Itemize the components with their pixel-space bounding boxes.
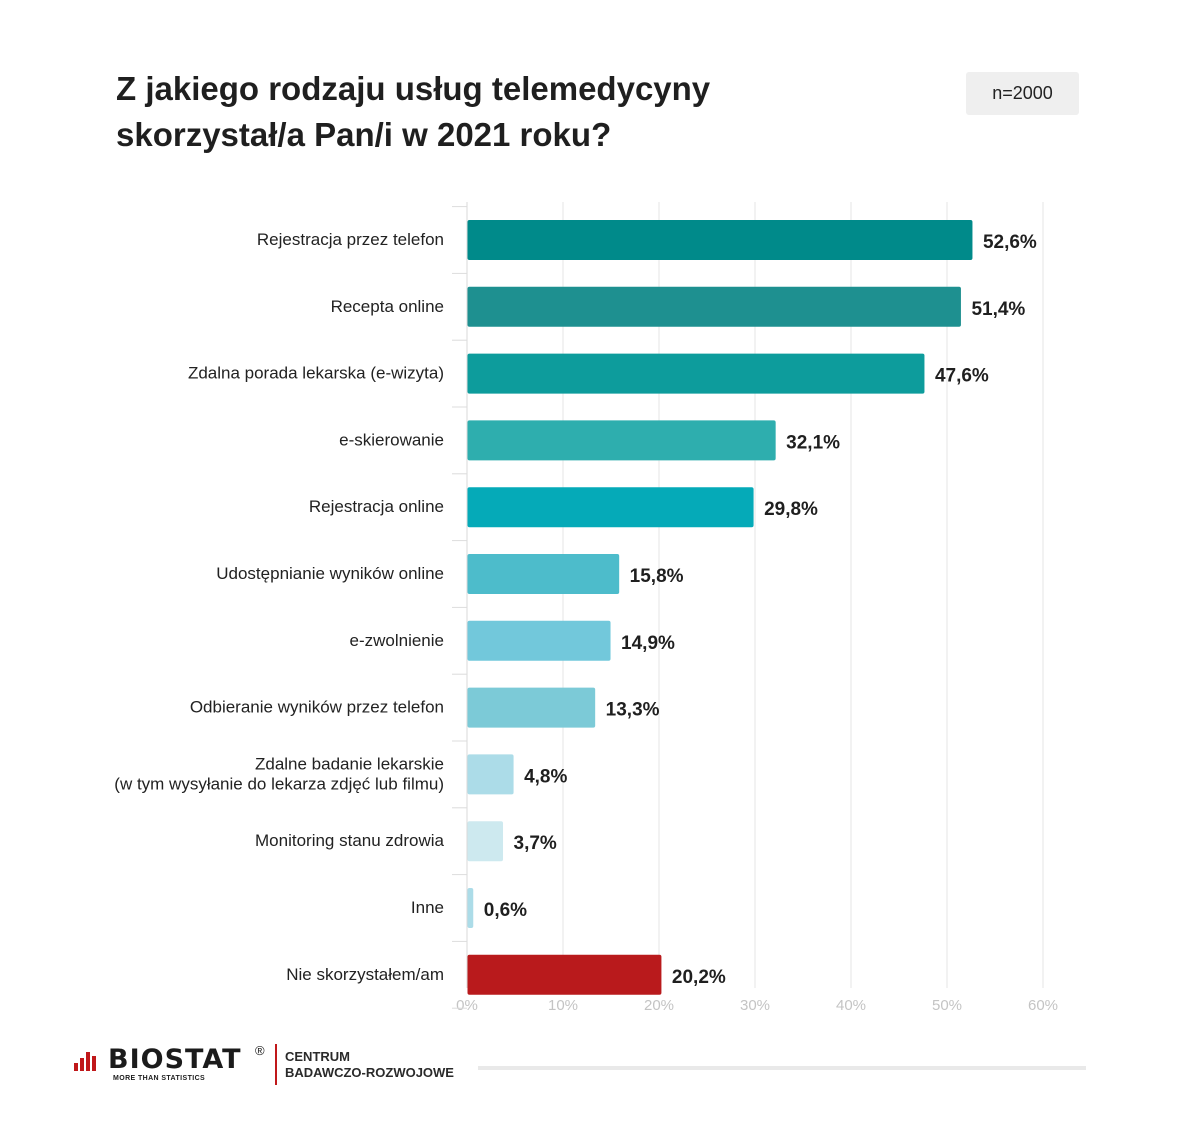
x-tick-label: 60% — [1028, 997, 1058, 1014]
value-label: 13,3% — [606, 700, 660, 721]
category-label: Nie skorzystałem/am — [286, 965, 444, 984]
value-label: 3,7% — [514, 833, 557, 854]
value-label: 52,6% — [983, 232, 1037, 253]
x-tick-label: 0% — [456, 997, 478, 1014]
category-label: Rejestracja online — [309, 497, 444, 516]
center-name-line-1: CENTRUM — [285, 1049, 350, 1064]
biostat-bars-icon — [74, 1052, 96, 1071]
category-label: Odbieranie wyników przez telefon — [190, 698, 444, 717]
category-label: Recepta online — [331, 297, 444, 316]
sample-size-badge: n=2000 — [966, 72, 1079, 115]
bar — [467, 888, 474, 928]
category-label: Monitoring stanu zdrowia — [255, 831, 445, 850]
category-label: e-skierowanie — [339, 430, 444, 449]
bar — [467, 687, 596, 728]
x-tick-label: 30% — [740, 997, 770, 1014]
bar — [467, 554, 620, 594]
value-label: 32,1% — [786, 432, 840, 453]
bar — [467, 821, 504, 862]
center-name-line-2: BADAWCZO-ROZWOJOWE — [285, 1065, 454, 1080]
bar-chart: 0% 10% 20% 30% 40% 50% 60% 52,6% Rejestracja prz… — [114, 202, 1058, 1014]
category-label: (w tym wysyłanie do lekarza zdjęć lub fi… — [114, 774, 444, 793]
logo-tagline: MORE THAN STATISTICS — [113, 1075, 206, 1082]
bar — [467, 487, 754, 528]
category-label: Udostępnianie wyników online — [216, 564, 444, 583]
category-label: Zdalna porada lekarska (e-wizyta) — [188, 364, 444, 383]
research-center-name: CENTRUM BADAWCZO-ROZWOJOWE — [285, 1049, 454, 1081]
value-label: 14,9% — [621, 633, 675, 654]
chart-title: Z jakiego rodzaju usług telemedycyny sko… — [116, 70, 711, 153]
bar — [467, 420, 776, 461]
footer-divider — [478, 1066, 1086, 1070]
category-label: e-zwolnienie — [350, 631, 445, 650]
value-label: 0,6% — [484, 900, 527, 921]
bar — [467, 954, 662, 995]
value-label: 4,8% — [524, 766, 567, 787]
value-label: 29,8% — [764, 499, 818, 520]
biostat-logo: BIOSTAT — [108, 1044, 242, 1075]
value-label: 51,4% — [971, 299, 1025, 320]
logo-divider — [275, 1044, 277, 1085]
x-tick-label: 50% — [932, 997, 962, 1014]
bar — [467, 353, 925, 394]
bar — [467, 286, 961, 327]
value-label: 15,8% — [630, 566, 684, 587]
x-tick-label: 10% — [548, 997, 578, 1014]
bar — [467, 220, 973, 260]
category-label: Zdalne badanie lekarskie — [255, 754, 444, 773]
value-label: 20,2% — [672, 967, 726, 988]
bar — [467, 754, 514, 795]
bar — [467, 620, 611, 661]
registered-mark: ® — [255, 1043, 265, 1058]
x-tick-label: 20% — [644, 997, 674, 1014]
category-label: Rejestracja przez telefon — [257, 230, 444, 249]
value-label: 47,6% — [935, 366, 989, 387]
category-label: Inne — [411, 898, 444, 917]
x-tick-label: 40% — [836, 997, 866, 1014]
